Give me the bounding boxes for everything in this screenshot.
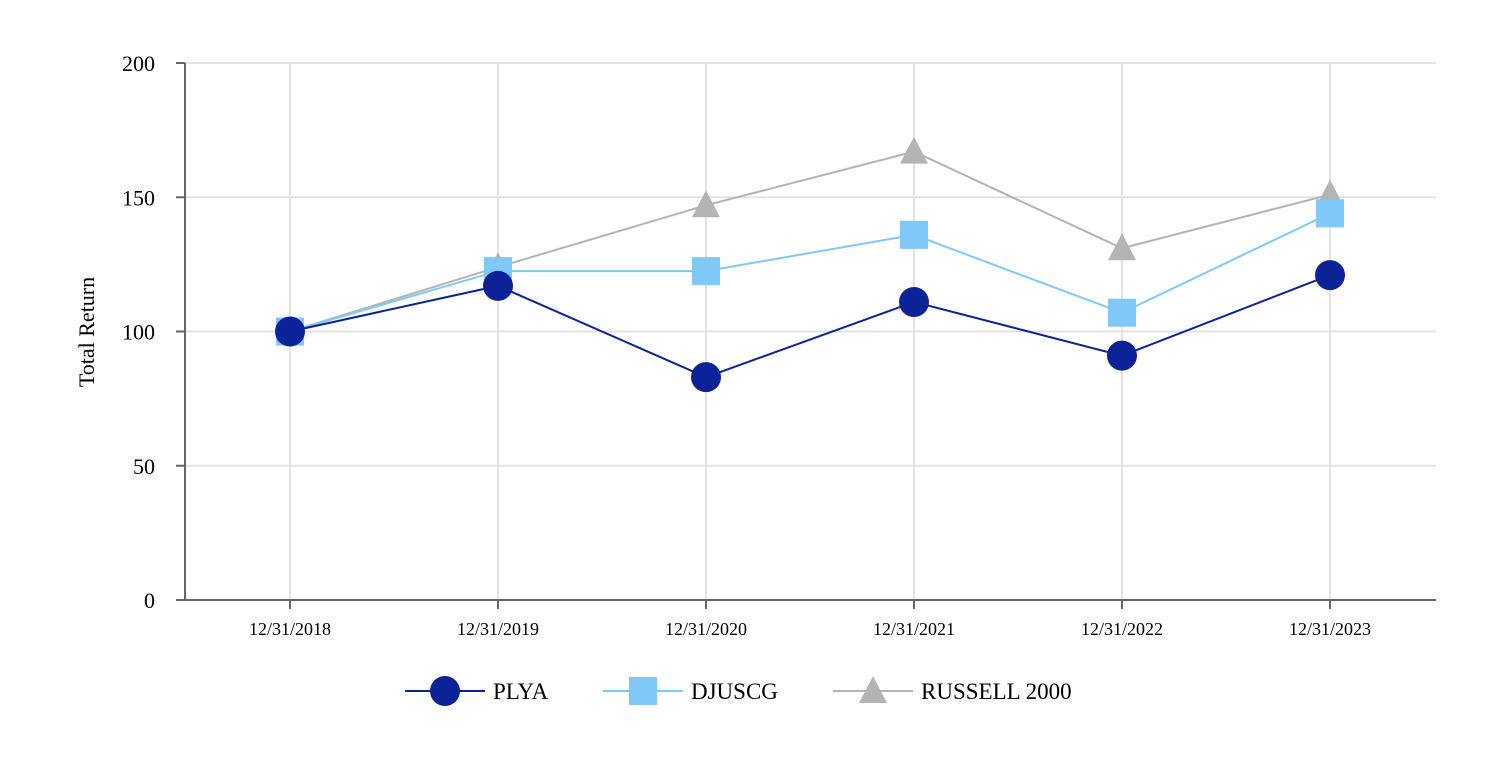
legend-label: PLYA [493,679,549,704]
data-point-djuscg [1316,199,1344,228]
data-point-russell-2000 [900,136,928,164]
legend-item-djuscg: DJUSCG [603,677,778,705]
series-line-russell-2000 [289,150,1331,333]
data-point-plya [1107,340,1137,371]
legend-label: DJUSCG [691,679,778,704]
legend-marker [629,677,657,705]
legend-item-russell-2000: RUSSELL 2000 [833,676,1072,704]
legend-marker [430,676,460,706]
data-point-djuscg [1108,298,1136,327]
legend-item-plya: PLYA [405,676,549,706]
x-tick-label: 12/31/2019 [457,619,539,639]
data-point-russell-2000 [692,190,720,218]
y-axis-title: Total Return [74,277,99,387]
y-tick-labels: 0 50 100 150 200 [122,51,185,613]
y-tick-label: 50 [133,454,155,479]
x-tick-label: 12/31/2020 [665,619,747,639]
y-tick-label: 150 [122,185,155,210]
x-tick-label: 12/31/2021 [873,619,955,639]
data-point-plya [899,286,929,317]
y-tick-label: 200 [122,51,155,76]
series-djuscg [276,199,1344,346]
x-tick-labels: 12/31/2018 12/31/2019 12/31/2020 12/31/2021… [249,600,1371,639]
data-point-plya [483,270,513,301]
legend-label: RUSSELL 2000 [921,679,1072,704]
series-line-plya [289,274,1331,379]
grid-lines [185,62,1436,600]
series-plya [275,260,1345,393]
legend: PLYA DJUSCG RUSSELL 2000 [405,676,1072,706]
x-tick-label: 12/31/2022 [1081,619,1163,639]
data-point-plya [1315,260,1345,291]
x-tick-label: 12/31/2018 [249,619,331,639]
y-tick-label: 100 [122,320,155,345]
series-line-djuscg [289,212,1331,333]
series [275,136,1345,393]
x-tick-label: 12/31/2023 [1289,619,1371,639]
data-point-djuscg [900,220,928,249]
data-point-plya [691,362,721,393]
y-tick-label: 0 [144,588,155,613]
data-point-russell-2000 [1108,233,1136,261]
series-russell-2000 [276,136,1344,344]
data-point-djuscg [692,257,720,286]
legend-marker [859,676,887,703]
data-point-plya [275,316,305,347]
